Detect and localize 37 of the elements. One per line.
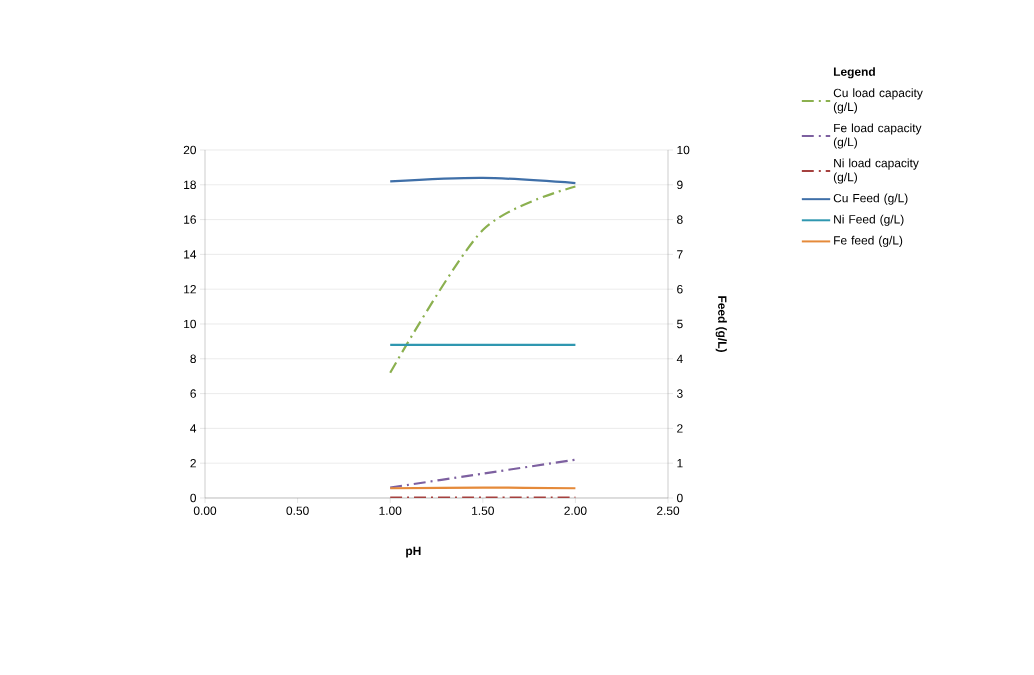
y2-tick-label: 2 (677, 424, 683, 433)
x-tick-label: 0.00 (193, 506, 217, 515)
y2-tick-label: 10 (677, 145, 690, 155)
y2-tick-label: 4 (676, 354, 683, 363)
y2-axis-title: Feed (g/L) (715, 296, 727, 352)
legend-label: Cu load capacity (g/L) (833, 88, 923, 114)
legend-title: Legend (833, 67, 875, 79)
x-tick-label: 2.50 (656, 506, 680, 515)
y2-tick-label: 1 (677, 459, 683, 468)
y-tick-label: 18 (184, 180, 196, 190)
y-tick-label: 20 (183, 145, 197, 155)
y-tick-label: 0 (190, 493, 197, 503)
y-tick-label: 8 (190, 354, 196, 364)
legend-label: Fe feed (g/L) (834, 235, 903, 247)
x-tick-label: 1.50 (472, 506, 494, 515)
y2-tick-label: 7 (677, 250, 683, 259)
y-tick-label: 4 (190, 424, 197, 433)
y2-tick-label: 9 (677, 180, 683, 190)
y-tick-label: 10 (184, 319, 197, 329)
y-tick-label: 16 (184, 215, 196, 224)
y-tick-label: 6 (190, 389, 196, 398)
x-tick-label: 1.00 (379, 506, 402, 515)
legend-label: Cu Feed (g/L) (833, 193, 908, 205)
x-axis-title: pH (406, 546, 421, 558)
legend-label: Fe load capacity (g/L) (833, 123, 922, 149)
x-tick-label: 0.50 (286, 506, 309, 515)
y2-tick-label: 5 (677, 319, 683, 329)
y-tick-label: 14 (184, 250, 197, 259)
y2-tick-label: 6 (677, 284, 683, 294)
legend-label: Ni Feed (g/L) (834, 214, 904, 226)
y-tick-label: 12 (184, 285, 196, 294)
legend-label: Ni load capacity (g/L) (833, 158, 919, 184)
y-tick-label: 2 (190, 459, 196, 468)
y2-tick-label: 0 (677, 493, 683, 503)
x-tick-label: 2.00 (564, 506, 587, 515)
y2-tick-label: 8 (677, 215, 683, 224)
y2-tick-label: 3 (676, 389, 683, 398)
